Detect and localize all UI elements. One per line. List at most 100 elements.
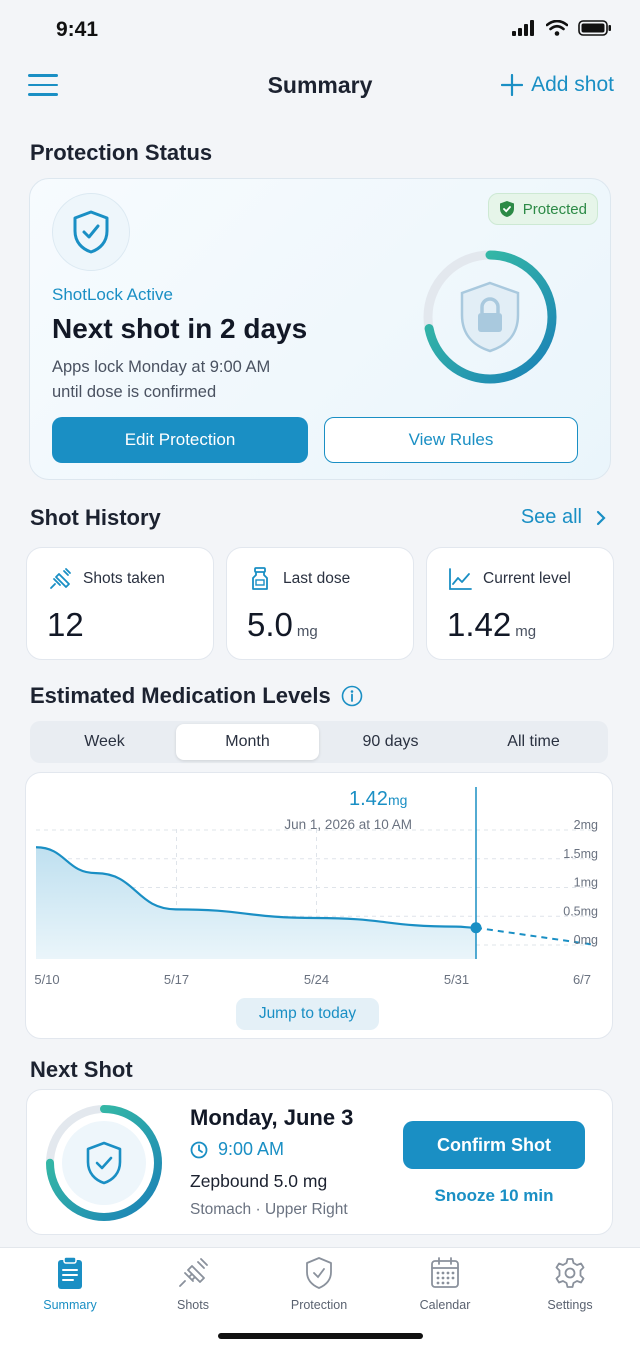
add-shot-button[interactable]: Add shot (501, 73, 614, 97)
info-icon[interactable] (341, 685, 363, 707)
tab-summary[interactable]: Summary (15, 1256, 125, 1312)
x-tick-label: 5/31 (444, 972, 469, 987)
tooltip-date: Jun 1, 2026 at 10 AM (284, 817, 412, 832)
clock-icon (190, 1141, 208, 1158)
levels-section-title: Estimated Medication Levels (30, 683, 331, 708)
gear-icon (555, 1258, 585, 1288)
home-indicator (218, 1333, 423, 1339)
protected-badge-label: Protected (522, 200, 587, 218)
segment-week[interactable]: Week (84, 733, 125, 750)
tab-label: Calendar (419, 1298, 471, 1312)
x-tick-label: 5/10 (34, 972, 59, 987)
levels-section-header: Estimated Medication Levels (30, 683, 363, 709)
protection-card: Protected ShotLock Active Next shot in 2… (29, 178, 611, 480)
next-shot-ring (46, 1105, 162, 1221)
injection-site: Stomach · Upper Right (190, 1201, 348, 1218)
shield-badge (52, 193, 130, 271)
segment-all-time[interactable]: All time (507, 733, 560, 750)
shield-check-icon (86, 1141, 122, 1185)
segment-90-days[interactable]: 90 days (362, 733, 419, 750)
shield-icon (306, 1257, 332, 1289)
status-icons (512, 20, 612, 36)
lock-detail-line2: until dose is confirmed (52, 383, 217, 401)
stat-card-shots-taken[interactable]: Shots taken 12 (26, 547, 214, 660)
battery-icon (578, 20, 611, 36)
protection-section-title: Protection Status (30, 140, 213, 165)
lock-detail: Apps lock Monday at 9:00 AM until dose i… (52, 355, 312, 405)
tab-shots[interactable]: Shots (138, 1256, 248, 1312)
y-tick-label: 2mg (574, 818, 598, 832)
next-shot-section-title: Next Shot (30, 1057, 133, 1082)
menu-icon (28, 74, 58, 77)
projected-line (475, 926, 597, 946)
protection-ring-progress (423, 250, 557, 384)
protected-badge: Protected (487, 193, 598, 225)
tooltip-unit: mg (388, 792, 407, 808)
view-rules-button[interactable]: View Rules (324, 417, 578, 463)
signal-icon (512, 20, 534, 36)
stat-label: Current level (483, 570, 571, 587)
next-shot-time-row: 9:00 AM (190, 1139, 284, 1160)
plus-icon (501, 74, 524, 96)
range-segmented-control: Week Month 90 days All time (30, 721, 608, 763)
segment-month[interactable]: Month (176, 724, 319, 760)
y-tick-label: 1.5mg (563, 847, 598, 861)
jump-to-today-button[interactable]: Jump to today (236, 998, 379, 1030)
next-shot-medication: Zepbound 5.0 mg (190, 1171, 328, 1191)
trend-chart-icon (449, 568, 472, 590)
vial-icon (252, 567, 268, 590)
protection-ring (423, 250, 557, 384)
next-shot-countdown: Next shot in 2 days (52, 313, 308, 344)
lock-shield-icon (460, 281, 520, 353)
level-line (35, 846, 477, 929)
status-time: 9:41 (56, 18, 99, 41)
tab-label: Settings (547, 1298, 593, 1312)
tab-label: Protection (290, 1298, 348, 1312)
levels-chart-card: 2mg 1.5mg 1mg 0.5mg 0mg 5/10 5/17 5/24 5/31 6/7 … (25, 772, 613, 1039)
stat-unit: mg (296, 623, 318, 640)
tab-protection[interactable]: Protection (264, 1256, 374, 1312)
stat-unit: mg (515, 623, 537, 640)
menu-button[interactable] (28, 74, 58, 96)
stat-label: Shots taken (83, 570, 165, 587)
see-all-link[interactable]: See all (521, 506, 606, 529)
tab-label: Shots (177, 1298, 209, 1312)
tab-settings[interactable]: Settings (515, 1256, 625, 1312)
next-shot-ring-progress (46, 1105, 162, 1221)
clipboard-icon (58, 1256, 82, 1289)
stat-label: Last dose (283, 570, 351, 587)
stat-value: 1.42 (447, 606, 512, 643)
syringe-icon (179, 1258, 208, 1287)
level-area (36, 847, 476, 959)
x-tick-label: 6/7 (573, 972, 591, 987)
confirm-shot-button[interactable]: Confirm Shot (403, 1121, 585, 1169)
shield-check-icon (73, 210, 109, 254)
edit-protection-button[interactable]: Edit Protection (52, 417, 308, 463)
shotlock-status: ShotLock Active (52, 285, 173, 304)
stat-value: 5.0 (247, 606, 293, 643)
see-all-label: See all (520, 506, 582, 528)
x-tick-label: 5/24 (304, 972, 329, 987)
page-title: Summary (267, 72, 373, 98)
current-level-marker[interactable] (470, 922, 482, 934)
add-shot-label: Add shot (531, 73, 614, 96)
tab-calendar[interactable]: Calendar (390, 1256, 500, 1312)
y-tick-label: 0mg (574, 933, 598, 947)
next-shot-time: 9:00 AM (218, 1139, 285, 1159)
x-tick-label: 5/17 (164, 972, 189, 987)
y-tick-label: 1mg (574, 876, 598, 890)
stat-card-last-dose[interactable]: Last dose 5.0 mg (226, 547, 414, 660)
history-section-title: Shot History (30, 505, 161, 530)
stat-value: 12 (47, 606, 84, 643)
tooltip-number: 1.42 (349, 788, 388, 810)
syringe-icon (50, 568, 71, 589)
calendar-icon (431, 1257, 459, 1288)
stat-card-current-level[interactable]: Current level 1.42 mg (426, 547, 614, 660)
shield-check-small-icon (499, 201, 514, 217)
snooze-button[interactable]: Snooze 10 min (434, 1186, 554, 1205)
tab-label: Summary (43, 1298, 97, 1312)
chevron-right-icon (596, 510, 606, 525)
tooltip-value: 1.42mg (349, 788, 407, 810)
lock-detail-line1: Apps lock Monday at 9:00 AM (52, 358, 271, 376)
